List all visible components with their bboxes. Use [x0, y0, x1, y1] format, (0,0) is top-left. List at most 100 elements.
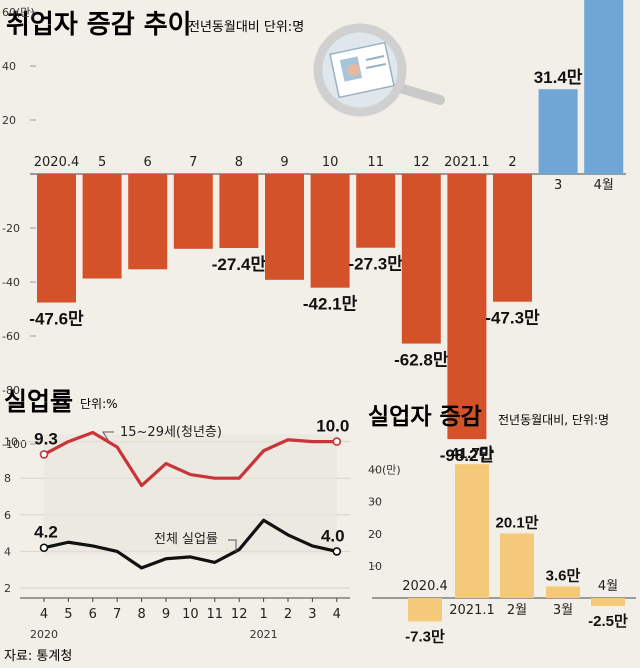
- x-tick-label: 3: [308, 607, 316, 622]
- y-tick-label: 20: [2, 114, 16, 127]
- x-category-label: 8: [235, 155, 243, 170]
- series-name-label: 전체 실업률: [154, 532, 218, 547]
- bar: [265, 174, 304, 280]
- y-tick-label: -60: [2, 330, 20, 343]
- x-category-label: 2021.1: [444, 155, 490, 170]
- x-tick-label: 10: [182, 607, 199, 622]
- chart2-title: 실업률: [4, 387, 73, 416]
- data-label: 20.1만: [496, 514, 539, 531]
- y-tick-label: 6: [4, 509, 11, 522]
- x-tick-label: 11: [207, 607, 224, 622]
- x-category-label: 5: [98, 155, 106, 170]
- chart1-title: 취업자 증감 추이: [6, 10, 192, 40]
- x-category-label: 12: [413, 155, 430, 170]
- x-tick-label: 4: [333, 607, 341, 622]
- data-label: -42.1만: [303, 295, 358, 314]
- x-tick-label: 1: [259, 607, 267, 622]
- bar: [37, 174, 76, 303]
- data-label: -27.3만: [349, 255, 404, 274]
- start-value-label: 4.2: [34, 523, 58, 542]
- magnifier-icon: [313, 23, 445, 117]
- x-category-label: 9: [280, 155, 288, 170]
- bar: [546, 586, 580, 598]
- x-tick-label: 6: [89, 607, 97, 622]
- x-category-label: 4월: [594, 178, 614, 193]
- data-label: -27.4만: [212, 255, 267, 274]
- data-label: -47.6만: [29, 310, 84, 329]
- x-category-label: 2021.1: [449, 603, 495, 618]
- data-label: -62.8만: [394, 351, 449, 370]
- y-tick-label: -20: [2, 222, 20, 235]
- series-line: [43, 518, 338, 570]
- bar: [128, 174, 168, 270]
- bar: [584, 0, 624, 174]
- endpoint-marker: [39, 543, 49, 553]
- x-category-label: 3: [554, 178, 562, 193]
- source-note: 자료: 통계청: [4, 649, 72, 664]
- y-tick-label: 20: [368, 528, 382, 541]
- bar: [538, 89, 578, 174]
- y-tick-label: 40(만): [368, 464, 401, 477]
- data-label: 31.4만: [534, 68, 583, 87]
- y-tick-label: 10: [4, 436, 18, 449]
- data-label: -47.3만: [485, 309, 540, 328]
- y-tick-label: -80: [2, 384, 20, 397]
- x-category-label: 2020.4: [402, 579, 448, 594]
- x-category-label: 6: [144, 155, 152, 170]
- bar: [500, 533, 534, 598]
- year-label: 2021: [250, 628, 278, 641]
- data-label: -98.2만: [440, 446, 495, 465]
- year-label: 2020: [30, 628, 58, 641]
- y-tick-label: 40: [2, 60, 16, 73]
- series-name-label: 15~29세(청년층): [120, 425, 222, 440]
- y-tick-label: 60(만): [2, 6, 35, 19]
- chart1-subtitle: 전년동월대비 단위:명: [188, 20, 304, 35]
- endpoint-marker: [332, 547, 342, 556]
- data-label: -2.5만: [588, 613, 628, 630]
- bar: [408, 598, 442, 622]
- chart2-subtitle: 단위:%: [80, 397, 118, 411]
- y-tick-label: 10: [368, 560, 382, 573]
- leader-line: [228, 539, 237, 552]
- bar: [173, 174, 213, 249]
- y-tick-label: 30: [368, 496, 382, 509]
- bar: [82, 174, 122, 279]
- y-tick-label: 4: [4, 545, 11, 558]
- bar: [493, 174, 532, 302]
- x-tick-label: 4: [40, 607, 48, 622]
- y-tick-label: -40: [2, 276, 20, 289]
- series-line: [43, 430, 337, 488]
- x-category-label: 7: [189, 155, 197, 170]
- data-label: 3.6만: [546, 567, 581, 584]
- bar: [310, 174, 350, 288]
- data-label: -7.3만: [405, 628, 445, 645]
- leader-line: [102, 431, 114, 441]
- x-category-label: 2020.4: [34, 155, 80, 170]
- bar: [356, 174, 396, 248]
- chart3-subtitle: 전년동월대비, 단위:명: [498, 413, 609, 427]
- chart3-title: 실업자 증감: [368, 404, 482, 430]
- x-tick-label: 9: [162, 607, 170, 622]
- y-tick-label: 8: [4, 472, 11, 485]
- x-tick-label: 8: [137, 607, 145, 622]
- x-tick-label: 2: [284, 607, 292, 622]
- bar: [591, 598, 625, 607]
- x-category-label: 10: [322, 155, 339, 170]
- endpoint-marker: [332, 437, 342, 446]
- x-category-label: 4월: [598, 579, 618, 594]
- y-tick-label: 2: [4, 582, 11, 595]
- x-category-label: 2월: [507, 603, 527, 618]
- x-category-label: 11: [367, 155, 384, 170]
- bar: [447, 174, 487, 440]
- x-category-label: 3월: [553, 603, 573, 618]
- endpoint-marker: [39, 450, 49, 459]
- end-value-label: 4.0: [321, 526, 345, 545]
- bar: [455, 464, 489, 598]
- bar: [219, 174, 259, 248]
- x-tick-label: 5: [64, 607, 72, 622]
- start-value-label: 9.3: [34, 429, 58, 448]
- bar: [401, 174, 441, 344]
- x-tick-label: 12: [231, 607, 248, 622]
